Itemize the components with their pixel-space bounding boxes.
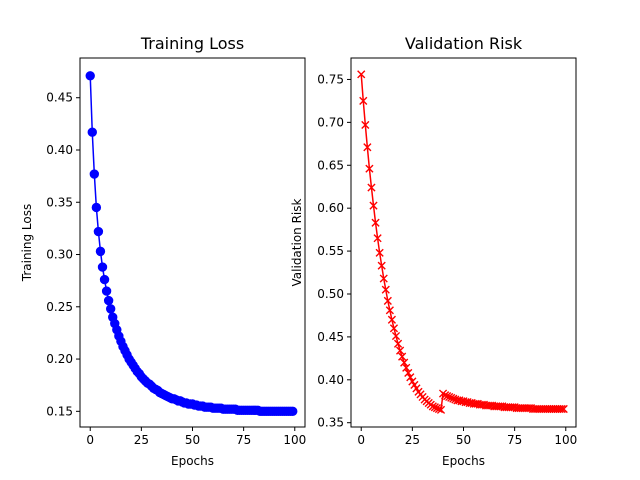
y-axis-label: Training Loss — [20, 204, 34, 282]
data-point — [95, 246, 106, 257]
data-point — [379, 274, 388, 283]
data-point — [406, 373, 415, 382]
data-point — [389, 324, 399, 333]
data-point — [101, 286, 112, 296]
y-tick-label: 0.20 — [46, 352, 73, 366]
data-point — [367, 183, 376, 192]
data-point — [361, 120, 370, 130]
chart-panel-2: Validation Risk 0 25 50 75 100 0.35 0.40 0.45 0.5… — [290, 34, 577, 468]
data-point — [373, 234, 382, 243]
y-tick-label: 0.45 — [317, 330, 344, 344]
data-point — [430, 403, 439, 412]
data-point — [87, 127, 97, 137]
y-tick-label: 0.30 — [46, 248, 73, 262]
data-point — [99, 274, 110, 285]
data-point — [393, 339, 403, 348]
y-tick-label: 0.35 — [317, 416, 344, 430]
data-point — [395, 346, 405, 355]
data-point — [91, 202, 102, 213]
data-point — [371, 218, 380, 227]
data-point — [402, 363, 411, 372]
data-point — [381, 285, 390, 294]
data-point — [440, 391, 450, 400]
x-tick-label: 50 — [185, 433, 200, 447]
y-tick-label: 0.65 — [317, 158, 344, 172]
data-point — [445, 392, 454, 402]
y-tick-label: 0.40 — [46, 143, 73, 157]
data-point — [383, 296, 392, 305]
y-tick-label: 0.15 — [46, 404, 73, 418]
x-tick-label: 100 — [554, 433, 577, 447]
data-point — [449, 394, 458, 403]
data-point — [363, 143, 372, 152]
data-point — [447, 393, 456, 402]
data-point — [103, 295, 114, 306]
data-point — [387, 315, 397, 324]
series-line — [360, 74, 564, 411]
y-tick-label: 0.60 — [317, 201, 344, 215]
data-point — [432, 404, 442, 413]
y-tick-label: 0.35 — [46, 195, 73, 209]
y-tick-label: 0.50 — [317, 287, 344, 301]
data-point — [359, 96, 368, 106]
data-point — [436, 405, 446, 414]
plot-frame — [79, 57, 306, 428]
plot-frame — [350, 57, 577, 428]
data-point — [369, 201, 378, 210]
chart-panel-1: Training Loss 0 25 50 75 100 0.15 0.20 0.25 0.30 0… — [20, 34, 306, 468]
data-point — [398, 352, 407, 361]
data-point — [443, 392, 452, 401]
data-point — [559, 404, 568, 414]
x-tick-label: 75 — [236, 433, 251, 447]
data-point — [357, 70, 366, 79]
series-line — [89, 75, 293, 413]
x-tick-label: 0 — [357, 433, 365, 447]
x-tick-label: 25 — [405, 433, 420, 447]
data-point — [97, 262, 108, 272]
data-point — [400, 358, 409, 367]
x-tick-label: 50 — [456, 433, 471, 447]
data-point — [428, 402, 437, 411]
data-point — [434, 404, 444, 414]
data-point — [85, 71, 95, 81]
data-point — [391, 331, 401, 341]
data-point — [288, 406, 298, 417]
x-axis-label: Epochs — [442, 454, 485, 468]
data-point — [89, 169, 100, 179]
data-point — [377, 261, 386, 270]
x-tick-label: 25 — [134, 433, 149, 447]
y-tick-label: 0.55 — [317, 244, 344, 258]
x-tick-label: 75 — [507, 433, 522, 447]
data-point — [375, 248, 384, 257]
data-point — [385, 306, 394, 315]
data-point — [404, 368, 413, 378]
data-point — [105, 304, 116, 314]
y-tick-label: 0.70 — [317, 115, 344, 129]
x-tick-label: 100 — [283, 433, 306, 447]
chart-title: Training Loss — [140, 34, 244, 53]
x-tick-label: 0 — [86, 433, 94, 447]
data-point — [365, 164, 374, 173]
y-tick-label: 0.45 — [46, 91, 73, 105]
x-axis-label: Epochs — [171, 454, 214, 468]
y-tick-label: 0.40 — [317, 373, 344, 387]
y-axis-label: Validation Risk — [290, 198, 304, 286]
y-tick-label: 0.25 — [46, 300, 73, 314]
y-tick-label: 0.75 — [317, 72, 344, 86]
data-point — [557, 404, 566, 414]
chart-title: Validation Risk — [405, 34, 523, 53]
data-point — [93, 226, 104, 237]
